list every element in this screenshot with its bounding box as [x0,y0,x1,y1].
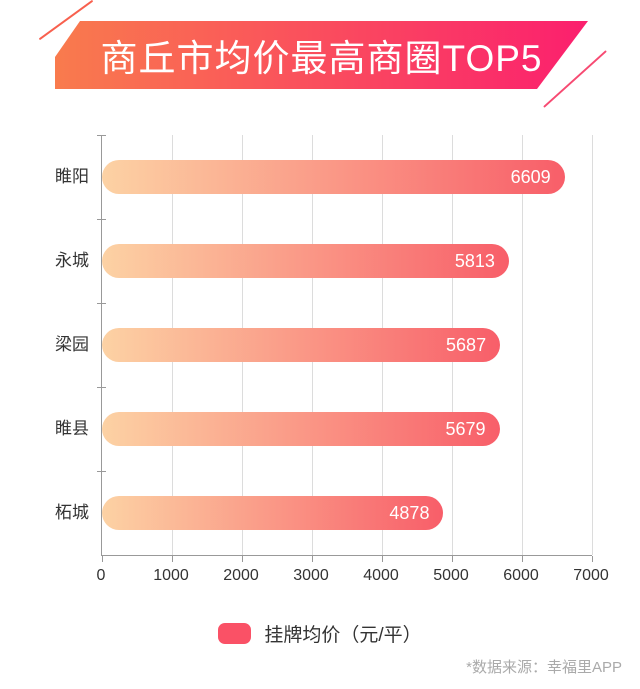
bar-梁园: 5687 [102,328,501,362]
bar-value-label: 5679 [445,418,486,439]
x-tick-label-1000: 1000 [153,567,189,584]
category-label-睢阳: 睢阳 [55,167,89,186]
x-tick-label-7000: 7000 [573,567,609,584]
x-tick-label-2000: 2000 [223,567,259,584]
x-axis-tick [242,556,243,562]
gridline [522,135,523,555]
x-axis-tick [172,556,173,562]
title-banner: 商丘市均价最高商圈TOP5 [55,21,588,89]
bar-chart-plot-area: 6609 5813 5687 5679 4878 [97,135,593,562]
x-tick-label-5000: 5000 [433,567,469,584]
category-label-永城: 永城 [55,251,89,270]
x-axis-tick [102,556,103,562]
page-title: 商丘市均价最高商圈TOP5 [100,38,543,79]
x-tick-label-0: 0 [96,567,106,584]
y-axis-tick [97,219,106,220]
bar-睢阳: 6609 [102,160,565,194]
x-tick-label-3000: 3000 [293,567,329,584]
bar-value-label: 4878 [389,502,430,523]
bar-永城: 5813 [102,244,509,278]
x-tick-label-6000: 6000 [503,567,539,584]
bar-柘城: 4878 [102,496,444,530]
x-axis-tick [592,556,593,562]
legend: 挂牌均价（元/平） [0,620,640,646]
bar-睢县: 5679 [102,412,500,446]
gridline [592,135,593,555]
legend-swatch [218,622,252,644]
x-tick-label-4000: 4000 [363,567,399,584]
bar-value-label: 5813 [454,250,495,271]
data-source-note: *数据来源：幸福里APP [466,659,622,676]
x-axis-tick [522,556,523,562]
category-label-梁园: 梁园 [55,335,89,354]
y-axis-tick [97,135,106,136]
x-axis-tick [382,556,383,562]
bar-value-label: 5687 [446,334,487,355]
x-axis-tick [452,556,453,562]
y-axis-tick [97,387,106,388]
y-axis-tick [97,471,106,472]
x-axis-tick [312,556,313,562]
bar-value-label: 6609 [510,166,551,187]
y-axis-tick [97,303,106,304]
category-label-柘城: 柘城 [55,503,89,522]
legend-label: 挂牌均价（元/平） [264,624,422,646]
category-label-睢县: 睢县 [55,419,89,438]
